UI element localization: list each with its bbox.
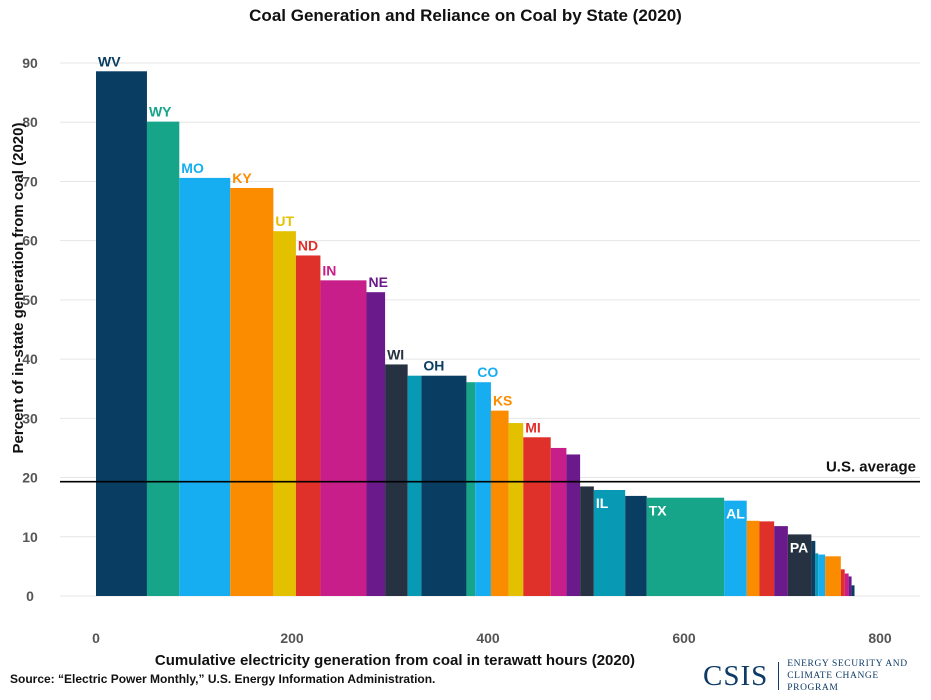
- bar-state: [407, 375, 422, 596]
- bar-state: [848, 576, 852, 596]
- bar-label-il: IL: [596, 495, 609, 511]
- bar-label-al: AL: [726, 506, 745, 522]
- bars: [96, 71, 855, 597]
- bar-label-ky: KY: [232, 170, 252, 186]
- x-tick-label: 400: [476, 630, 500, 646]
- bar-label-tx: TX: [649, 503, 668, 519]
- x-axis-title: Cumulative electricity generation from c…: [155, 652, 635, 669]
- bar-label-mi: MI: [525, 419, 541, 435]
- bar-state: [811, 540, 816, 596]
- bar-oh: [421, 375, 467, 596]
- y-tick-label: 80: [22, 114, 38, 130]
- bar-state: [818, 554, 826, 596]
- y-tick-label: 60: [22, 233, 38, 249]
- bar-state: [815, 553, 819, 596]
- bar-state: [825, 556, 841, 596]
- bar-label-mo: MO: [181, 160, 204, 176]
- bar-ut: [273, 231, 296, 597]
- chart-title: Coal Generation and Reliance on Coal by …: [249, 6, 682, 25]
- logo-wordmark: CSIS: [703, 659, 769, 692]
- bar-state: [840, 569, 845, 596]
- bar-il: [593, 489, 626, 596]
- bar-label-in: IN: [322, 262, 336, 278]
- bar-state: [508, 423, 524, 596]
- bar-nd: [295, 255, 321, 596]
- bar-label-pa: PA: [790, 539, 808, 555]
- bar-tx: [646, 497, 725, 596]
- bar-state: [466, 382, 476, 596]
- x-tick-label: 200: [280, 630, 304, 646]
- bar-state: [759, 521, 775, 596]
- bar-mi: [523, 437, 551, 596]
- y-tick-label: 50: [22, 292, 38, 308]
- bar-ky: [230, 187, 274, 596]
- bar-state: [774, 526, 788, 596]
- y-tick-label: 0: [26, 588, 34, 604]
- y-tick-label: 10: [22, 529, 38, 545]
- bar-mo: [179, 177, 231, 596]
- source-note: Source: “Electric Power Monthly,” U.S. E…: [10, 672, 436, 686]
- bar-label-wi: WI: [387, 346, 404, 362]
- program-line-2: CLIMATE CHANGE PROGRAM: [787, 671, 879, 693]
- x-tick-label: 800: [868, 630, 892, 646]
- bar-label-ne: NE: [368, 274, 387, 290]
- y-axis-title: Percent of in-state generation from coal…: [10, 123, 27, 454]
- y-tick-label: 90: [22, 55, 38, 71]
- x-tick-label: 0: [92, 630, 100, 646]
- bar-state: [746, 520, 760, 596]
- bar-state: [550, 447, 567, 596]
- y-tick-label: 70: [22, 173, 38, 189]
- bar-label-co: CO: [477, 364, 498, 380]
- bar-ks: [490, 410, 509, 596]
- us-average-label: U.S. average: [826, 459, 916, 476]
- bar-wi: [385, 364, 408, 596]
- bar-ne: [366, 292, 386, 596]
- csis-logo: CSIS ENERGY SECURITY AND CLIMATE CHANGE …: [703, 658, 931, 694]
- bar-state: [625, 495, 647, 596]
- bar-label-oh: OH: [423, 358, 444, 374]
- axes: 0 10 20 30 40 50 60 70 80 90 0 200 400 600 800 Cumulati…: [10, 55, 892, 669]
- bar-label-wy: WY: [149, 104, 172, 120]
- bar-label-wv: WV: [98, 53, 121, 69]
- bar-state: [566, 454, 581, 596]
- bar-state: [580, 486, 594, 596]
- logo-divider: [778, 662, 780, 690]
- bar-label-ks: KS: [493, 393, 512, 409]
- x-tick-label: 600: [672, 630, 696, 646]
- bar-state: [851, 585, 855, 596]
- program-name: ENERGY SECURITY AND CLIMATE CHANGE PROGR…: [787, 658, 931, 694]
- reference-line-group: U.S. average: [60, 459, 920, 483]
- bar-wv: [96, 71, 147, 596]
- bar-al: [724, 500, 747, 596]
- bar-label-nd: ND: [298, 237, 318, 253]
- program-line-1: ENERGY SECURITY AND: [787, 659, 908, 669]
- bar-label-ut: UT: [275, 213, 294, 229]
- y-tick-label: 20: [22, 470, 38, 486]
- bar-co: [475, 382, 491, 596]
- y-tick-label: 40: [22, 351, 38, 367]
- bar-in: [320, 280, 367, 596]
- bar-wy: [146, 121, 180, 596]
- y-tick-label: 30: [22, 410, 38, 426]
- bar-state: [844, 573, 849, 596]
- bar-pa: [787, 534, 812, 596]
